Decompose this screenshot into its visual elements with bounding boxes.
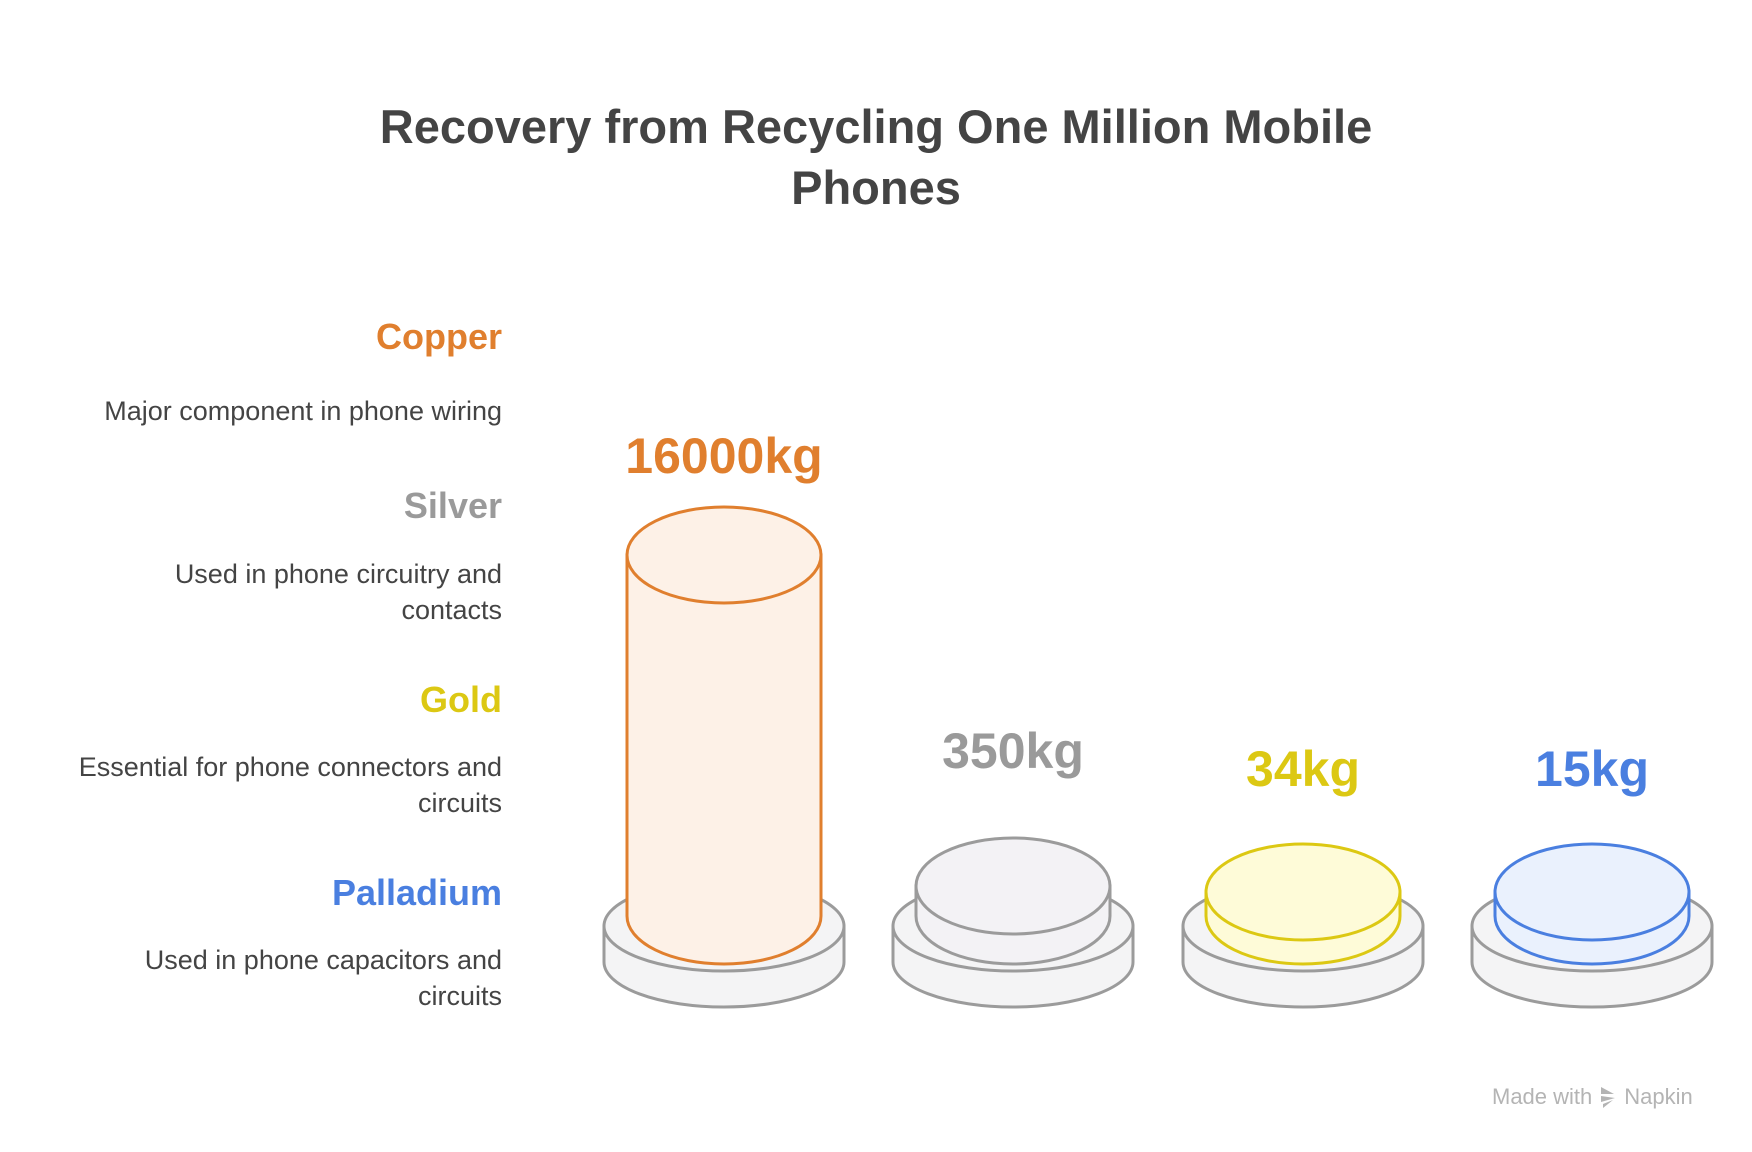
bar-palladium: 15kg bbox=[1470, 741, 1714, 1009]
value-label-palladium: 15kg bbox=[1535, 741, 1649, 797]
bar-top bbox=[625, 505, 823, 605]
napkin-logo-icon bbox=[1601, 1087, 1616, 1108]
bar-top bbox=[1493, 842, 1691, 942]
value-label-copper: 16000kg bbox=[625, 428, 822, 484]
bar-gold: 34kg bbox=[1181, 741, 1425, 1009]
bar-copper: 16000kg bbox=[602, 428, 846, 1009]
value-label-gold: 34kg bbox=[1246, 741, 1360, 797]
legend-label-copper: Copper bbox=[376, 316, 502, 357]
footer: Made with Napkin bbox=[1492, 1084, 1693, 1110]
made-with-text: Made with bbox=[1492, 1084, 1593, 1109]
legend-desc-palladium: Used in phone capacitors and circuits bbox=[144, 945, 502, 1011]
napkin-brand-text: Napkin bbox=[1624, 1084, 1693, 1109]
bar-top bbox=[1204, 842, 1402, 942]
legend-desc-silver: Used in phone circuitry and contacts bbox=[174, 559, 502, 625]
chart-title: Recovery from Recycling One Million Mobi… bbox=[379, 100, 1373, 214]
bar-top bbox=[914, 836, 1112, 936]
bar-side bbox=[625, 553, 823, 966]
value-label-silver: 350kg bbox=[942, 723, 1084, 779]
bar-silver: 350kg bbox=[891, 723, 1135, 1009]
legend-label-gold: Gold bbox=[420, 679, 502, 720]
legend-label-palladium: Palladium bbox=[331, 872, 502, 913]
legend-label-silver: Silver bbox=[403, 485, 502, 526]
legend-desc-gold: Essential for phone connectors and circu… bbox=[78, 752, 502, 818]
legend-desc-copper: Major component in phone wiring bbox=[104, 396, 502, 426]
